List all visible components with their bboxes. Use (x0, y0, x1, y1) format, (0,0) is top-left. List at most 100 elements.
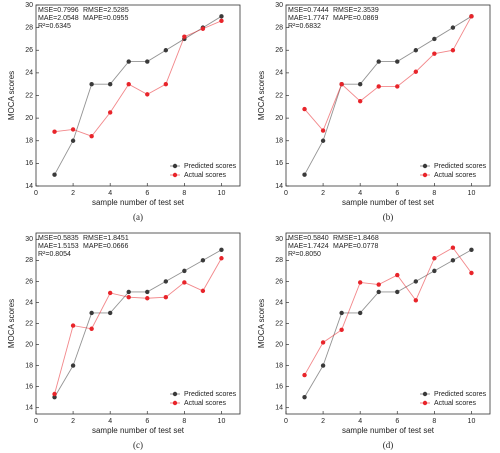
data-point (200, 288, 206, 294)
data-point (320, 340, 326, 345)
metric: RMSE=2.3539 (333, 7, 379, 14)
metric: MAE=1.7747 (288, 15, 329, 22)
x-tick-label: 4 (358, 190, 362, 197)
data-point (450, 48, 456, 53)
data-point (320, 128, 326, 133)
data-point (107, 290, 113, 296)
data-point (145, 92, 150, 97)
y-tick-label: 28 (275, 24, 283, 31)
x-axis-label: sample number of test set (342, 426, 435, 435)
data-point (145, 296, 150, 301)
data-point (469, 14, 474, 19)
data-point (219, 18, 224, 24)
data-point (200, 26, 206, 31)
data-point (70, 323, 76, 328)
metric: MAPE=0.0955 (83, 15, 128, 22)
panel-label: (d) (383, 440, 394, 450)
y-tick-label: 14 (25, 183, 33, 190)
data-point (413, 69, 419, 74)
y-axis-label: MOCA scores (7, 71, 16, 120)
data-point (395, 289, 400, 295)
metric: MSE=0.7444 (288, 7, 329, 14)
x-tick-label: 4 (358, 418, 362, 425)
y-tick-label: 30 (25, 236, 33, 243)
data-point (89, 134, 94, 139)
x-tick-label: 8 (182, 418, 186, 425)
x-axis-label: sample number of test set (92, 198, 185, 207)
series-line (304, 247, 472, 376)
data-point (432, 268, 437, 274)
data-point (339, 81, 344, 87)
y-tick-label: 30 (275, 2, 283, 9)
y-tick-label: 16 (25, 160, 33, 167)
y-tick-label: 22 (275, 320, 283, 327)
data-point (413, 298, 419, 303)
x-tick-label: 8 (182, 190, 186, 197)
data-point (432, 256, 437, 261)
panel-label: (b) (383, 212, 394, 222)
plot-frame (35, 4, 241, 187)
x-tick-label: 0 (34, 190, 38, 197)
data-point (70, 363, 76, 368)
data-point (450, 25, 456, 30)
legend-marker (422, 391, 428, 397)
data-point (126, 59, 131, 64)
data-point (89, 326, 94, 331)
x-tick-label: 0 (284, 418, 288, 425)
data-point (163, 279, 169, 284)
data-point (145, 289, 150, 295)
data-point (70, 138, 76, 143)
y-tick-label: 20 (275, 341, 283, 348)
y-axis-label: MOCA scores (257, 71, 266, 120)
data-point (52, 394, 57, 400)
data-point (302, 172, 307, 177)
data-point (126, 294, 131, 300)
plot-frame (285, 4, 491, 187)
data-point (107, 81, 113, 87)
data-point (163, 294, 169, 300)
data-point (357, 98, 363, 104)
data-point (320, 363, 326, 368)
data-point (376, 289, 381, 295)
x-tick-label: 2 (321, 418, 325, 425)
data-point (145, 59, 150, 64)
data-point (469, 270, 474, 276)
y-tick-label: 22 (275, 92, 283, 99)
y-tick-label: 20 (25, 115, 33, 122)
data-point (357, 81, 363, 87)
data-point (107, 110, 113, 115)
legend-marker (172, 400, 178, 406)
y-tick-label: 16 (275, 160, 283, 167)
data-point (126, 289, 131, 295)
metric: R²=0.6832 (288, 23, 321, 30)
data-point (376, 59, 381, 64)
metric: R²=0.6345 (38, 23, 71, 30)
data-point (163, 48, 169, 53)
data-point (432, 51, 437, 56)
legend-marker (172, 391, 178, 397)
y-tick-label: 24 (25, 70, 33, 77)
legend-label: Predicted scores (184, 391, 237, 398)
metric: MSE=0.7996 (38, 7, 79, 14)
data-point (219, 256, 224, 261)
data-point (182, 268, 187, 274)
series-line (304, 249, 472, 398)
data-point (70, 127, 76, 132)
metric: MSE=0.5835 (38, 235, 79, 242)
y-tick-label: 30 (25, 2, 33, 9)
metric: MAE=1.7424 (288, 243, 329, 250)
legend-marker (172, 172, 178, 178)
y-tick-label: 28 (25, 257, 33, 264)
x-tick-label: 10 (218, 418, 226, 425)
x-tick-label: 0 (284, 190, 288, 197)
data-point (432, 36, 437, 42)
series-line (304, 15, 472, 175)
y-axis-label: MOCA scores (7, 299, 16, 348)
x-tick-label: 8 (432, 190, 436, 197)
x-tick-label: 8 (432, 418, 436, 425)
y-tick-label: 26 (25, 278, 33, 285)
panel-label: (c) (133, 440, 143, 450)
data-point (302, 394, 307, 400)
